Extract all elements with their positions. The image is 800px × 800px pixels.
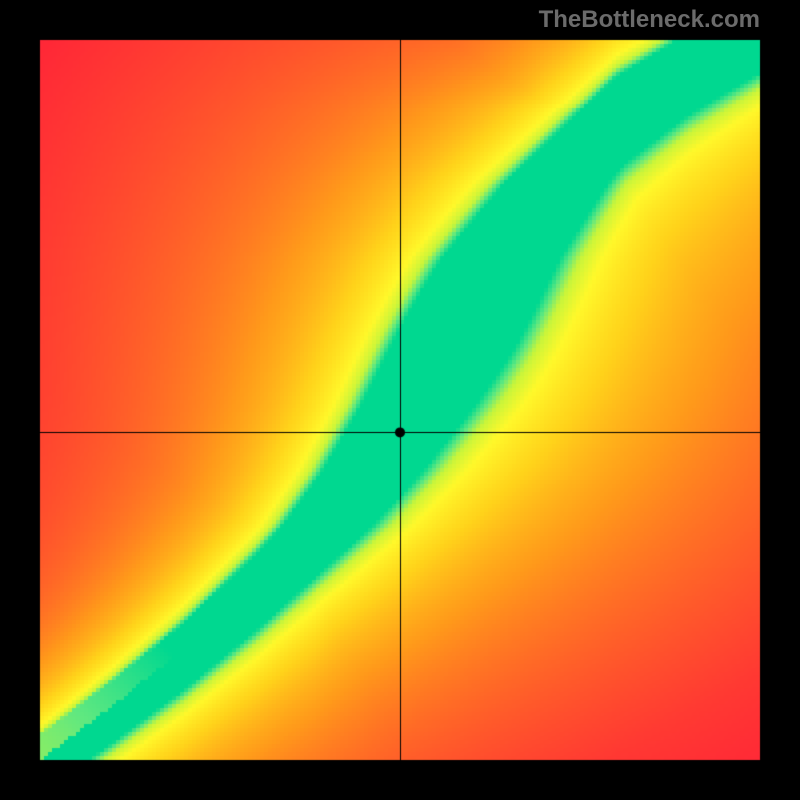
chart-container: { "watermark": { "text": "TheBottleneck.… — [0, 0, 800, 800]
bottleneck-heatmap — [0, 0, 800, 800]
watermark-text: TheBottleneck.com — [539, 6, 760, 34]
